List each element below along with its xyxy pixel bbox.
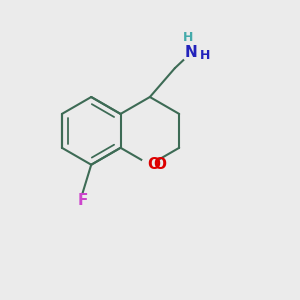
Text: H: H bbox=[200, 49, 211, 62]
Text: F: F bbox=[77, 193, 88, 208]
Circle shape bbox=[142, 157, 158, 173]
Text: N: N bbox=[184, 46, 197, 61]
Circle shape bbox=[182, 44, 200, 62]
Text: O: O bbox=[147, 157, 160, 172]
Text: H: H bbox=[183, 31, 193, 44]
Text: O: O bbox=[153, 157, 166, 172]
Circle shape bbox=[76, 194, 89, 207]
